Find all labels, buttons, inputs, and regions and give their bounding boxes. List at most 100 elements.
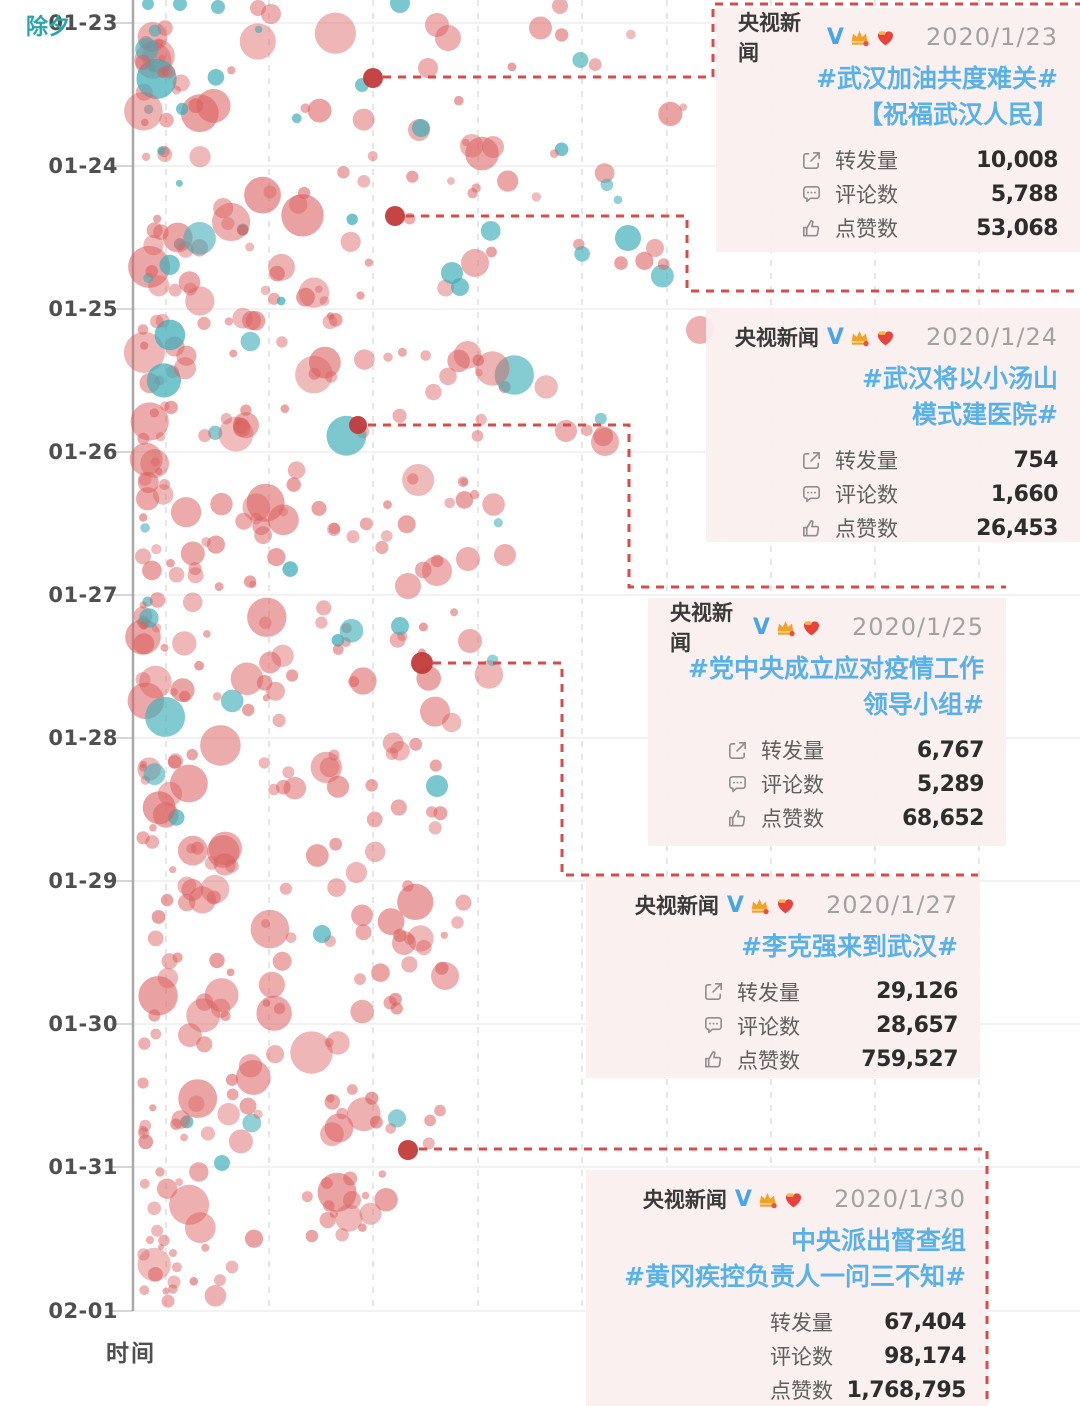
scatter-point xyxy=(279,882,292,895)
scatter-point xyxy=(135,548,151,565)
scatter-point xyxy=(149,592,166,608)
scatter-point xyxy=(157,67,169,78)
scatter-point xyxy=(208,831,242,865)
scatter-point xyxy=(162,1287,170,1295)
card-header: 央视新闻 V 2020/1/23 xyxy=(738,11,1058,65)
scatter-point xyxy=(335,1228,349,1242)
scatter-point xyxy=(401,956,418,973)
thumbs-up-icon xyxy=(800,217,823,240)
y-tick-label: 01-29 xyxy=(48,869,118,893)
stat-label: 点赞数 xyxy=(737,1048,800,1073)
account-name[interactable]: 央视新闻 xyxy=(734,326,819,350)
scatter-point xyxy=(440,931,448,939)
stat-value: 1,660 xyxy=(990,481,1059,507)
scatter-point xyxy=(328,522,341,535)
annotated-point[interactable] xyxy=(363,68,383,88)
scatter-point xyxy=(135,54,151,70)
scatter-point xyxy=(310,751,342,784)
scatter-point xyxy=(240,331,261,352)
account-name[interactable]: 央视新闻 xyxy=(634,894,719,918)
wuhan-heart-icon xyxy=(783,1189,804,1210)
title-line[interactable]: 领导小组# xyxy=(863,690,984,720)
scatter-point xyxy=(324,1113,354,1143)
scatter-point xyxy=(197,316,211,330)
title-line[interactable]: #武汉将以小汤山 xyxy=(862,364,1058,393)
scatter-point xyxy=(447,177,455,185)
repost-icon xyxy=(726,739,749,762)
scatter-point xyxy=(424,1114,436,1127)
scatter-point xyxy=(269,265,285,282)
scatter-point xyxy=(349,667,377,695)
title-line[interactable]: 中央派出督查组 xyxy=(790,1226,966,1255)
title-line[interactable]: 【祝福武汉人民】 xyxy=(857,100,1058,130)
scatter-point xyxy=(291,113,302,124)
scatter-point xyxy=(210,492,233,516)
scatter-point xyxy=(228,1129,253,1154)
title-line[interactable]: 模式建医院# xyxy=(912,400,1058,430)
wuhan-heart-icon xyxy=(875,27,896,48)
scatter-point xyxy=(383,352,393,362)
scatter-point xyxy=(390,799,407,816)
lunar-new-year-eve-label: 除夕 xyxy=(26,15,71,40)
scatter-point xyxy=(346,1084,358,1095)
stat-label: 点赞数 xyxy=(835,517,898,541)
post-hashtag-title: #党中央成立应对疫情工作 领导小组# xyxy=(670,651,984,724)
title-line[interactable]: #黄冈疾控负责人一问三不知# xyxy=(624,1262,966,1292)
scatter-point xyxy=(123,332,165,373)
scatter-point xyxy=(187,567,204,584)
scatter-point xyxy=(354,973,366,985)
annotated-point[interactable] xyxy=(411,652,433,674)
scatter-point xyxy=(172,74,190,92)
scatter-point xyxy=(136,487,160,511)
scatter-point xyxy=(594,412,607,425)
scatter-point xyxy=(531,192,541,202)
title-line[interactable]: #党中央成立应对疫情工作 xyxy=(688,654,984,683)
post-date: 2020/1/24 xyxy=(925,323,1058,351)
account-name[interactable]: 央视新闻 xyxy=(738,11,801,65)
post-date: 2020/1/23 xyxy=(925,23,1058,51)
scatter-point xyxy=(366,811,383,828)
scatter-point xyxy=(458,629,482,653)
scatter-point xyxy=(171,1110,191,1129)
scatter-point xyxy=(140,523,150,533)
scatter-point xyxy=(226,1088,239,1101)
scatter-point xyxy=(157,20,173,36)
scatter-point xyxy=(220,413,233,425)
scatter-point xyxy=(348,676,360,688)
scatter-point xyxy=(186,998,221,1033)
scatter-point xyxy=(214,1155,230,1171)
scatter-point xyxy=(309,346,341,379)
annotated-point[interactable] xyxy=(385,206,405,226)
scatter-point xyxy=(244,1229,264,1248)
scatter-point xyxy=(258,971,285,998)
scatter-point xyxy=(204,1285,227,1307)
account-name[interactable]: 央视新闻 xyxy=(642,1188,727,1212)
card-header: 央视新闻 V 2020/1/25 xyxy=(670,601,984,655)
annotated-point[interactable] xyxy=(349,416,367,434)
scatter-point xyxy=(139,1119,152,1132)
title-line[interactable]: #李克强来到武汉# xyxy=(741,932,958,961)
stat-label: 评论数 xyxy=(761,773,824,797)
scatter-point xyxy=(147,1201,161,1216)
scatter-point xyxy=(290,1031,333,1074)
scatter-point xyxy=(286,669,299,682)
scatter-point xyxy=(301,1191,313,1203)
y-tick-label: 01-27 xyxy=(48,583,118,607)
scatter-point xyxy=(392,408,407,423)
scatter-point xyxy=(150,1028,162,1040)
card-header: 央视新闻 V 2020/1/30 xyxy=(608,1184,966,1214)
wuhan-heart-icon xyxy=(875,327,896,348)
scatter-point xyxy=(160,893,174,907)
title-line[interactable]: #武汉加油共度难关# xyxy=(816,64,1058,93)
scatter-point xyxy=(385,747,399,760)
account-name[interactable]: 央视新闻 xyxy=(670,601,733,655)
annotated-point[interactable] xyxy=(398,1140,418,1160)
scatter-point xyxy=(455,894,472,911)
post-hashtag-title: #李克强来到武汉# xyxy=(608,929,958,965)
post-stats: 转发量 754 评论数 1,660 点赞数 26,453 xyxy=(800,445,1059,543)
stat-label: 转发量 xyxy=(835,149,898,173)
scatter-point xyxy=(418,622,428,632)
scatter-point xyxy=(365,779,379,792)
member-crown-icon xyxy=(749,895,770,916)
